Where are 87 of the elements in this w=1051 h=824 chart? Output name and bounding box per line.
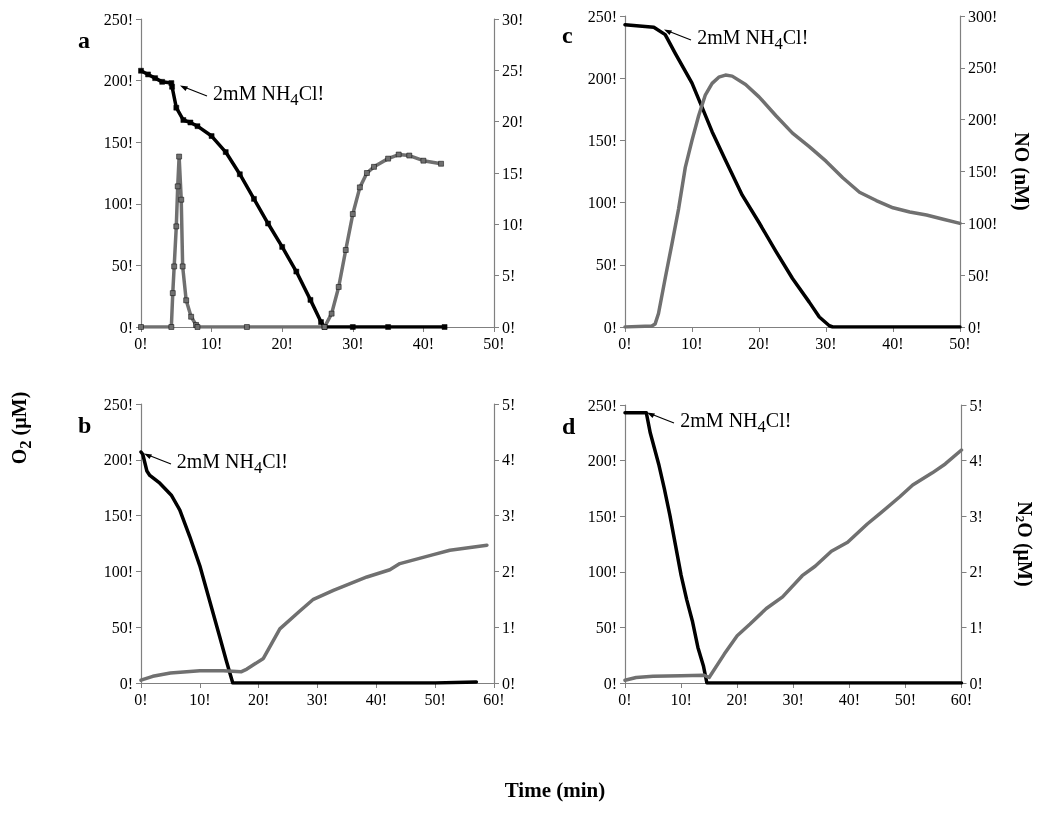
y-tick-label: 200! (103, 451, 133, 469)
y2-tick-label: 3! (969, 507, 983, 525)
x-tick-label: 10! (670, 690, 692, 708)
x-tick-label: 0! (618, 334, 632, 352)
y-tick-label: 50! (111, 256, 133, 274)
x-tick-label: 0! (618, 690, 632, 708)
y2-tick-label: 20! (502, 113, 524, 131)
y2-tick-label: 200! (968, 111, 998, 129)
y2-tick-label: 1! (969, 618, 983, 636)
y-tick-label: 50! (595, 618, 617, 636)
y2-tick-label: 15! (502, 164, 524, 182)
chart-title: c (562, 22, 573, 48)
y2-axis-title: NO (nM) (1010, 132, 1033, 211)
y-tick-label: 100! (587, 194, 617, 212)
y2-tick-label: 50! (968, 266, 990, 284)
x-tick-label: 30! (782, 690, 804, 708)
y2-tick-label: 300! (968, 7, 998, 25)
x-tick-label: 50! (894, 690, 917, 708)
y-tick-label: 250! (587, 396, 617, 414)
y-tick-label: 150! (587, 131, 617, 149)
y2-tick-label: 25! (502, 61, 524, 79)
y-tick-label: 0! (603, 674, 617, 692)
y2-tick-label: 100! (968, 214, 998, 232)
x-tick-label: 40! (838, 690, 860, 708)
x-tick-label: 50! (483, 334, 505, 352)
y-tick-label: 250! (587, 7, 617, 25)
y-tick-label: 100! (587, 563, 617, 581)
y2-tick-label: 10! (502, 215, 524, 233)
y2-tick-label: 0! (502, 674, 516, 692)
annotation: 2mM NH$_{4}$Cl! (213, 81, 325, 110)
y2-tick-label: 5! (502, 267, 516, 285)
y-tick-label: 0! (119, 318, 133, 336)
x-tick-label: 20! (726, 690, 748, 708)
x-tick-label: 40! (365, 690, 387, 708)
chart-title: d (562, 413, 576, 439)
x-tick-label: 20! (748, 334, 770, 352)
annotation: 2mM NH$_{4}$Cl! (176, 450, 288, 479)
x-tick-label: 0! (134, 690, 148, 708)
y2-tick-label: 3! (502, 507, 516, 525)
y-tick-label: 0! (119, 674, 133, 692)
y-tick-label: 250! (103, 10, 133, 28)
y-tick-label: 100! (103, 562, 133, 580)
y-tick-label: 100! (103, 195, 133, 213)
y-tick-label: 250! (103, 395, 133, 413)
x-tick-label: 10! (200, 334, 223, 352)
x-tick-label: 10! (189, 690, 211, 708)
y2-tick-label: 0! (502, 318, 516, 336)
y2-tick-label: 0! (968, 318, 982, 336)
x-tick-label: 20! (271, 334, 293, 352)
y2-tick-label: 0! (969, 674, 983, 692)
x-tick-label: 40! (882, 334, 904, 352)
y-tick-label: 150! (103, 133, 133, 151)
x-tick-label: 0! (134, 334, 148, 352)
y2-tick-label: 5! (502, 395, 516, 413)
y2-tick-label: 2! (969, 563, 983, 581)
x-tick-label: 40! (412, 334, 435, 352)
y-tick-label: 200! (587, 69, 617, 87)
x-tick-label: 50! (949, 334, 971, 352)
x-tick-label: 30! (306, 690, 329, 708)
x-tick-label: 50! (424, 690, 446, 708)
y2-tick-label: 4! (969, 452, 983, 470)
annotation: 2mM NH$_{4}$Cl! (697, 25, 809, 54)
y2-axis-title: N2O (µM) (1012, 501, 1036, 587)
y-tick-label: 0! (603, 318, 617, 336)
x-tick-label: 60! (483, 690, 505, 708)
y2-tick-label: 30! (502, 10, 524, 28)
y-tick-label: 150! (103, 507, 133, 525)
y2-tick-label: 1! (502, 618, 516, 636)
annotation: 2mM NH$_{4}$Cl! (680, 408, 792, 437)
x-tick-label: 20! (248, 690, 270, 708)
x-axis-title: Time (min) (504, 777, 606, 803)
y2-tick-label: 5! (969, 396, 983, 414)
x-tick-label: 30! (815, 334, 837, 352)
y-tick-label: 150! (587, 507, 617, 525)
y-tick-label: 200! (103, 72, 133, 90)
y-tick-label: 50! (595, 256, 617, 274)
x-tick-label: 60! (950, 690, 973, 708)
y2-tick-label: 2! (502, 562, 516, 580)
y2-tick-label: 4! (502, 451, 516, 469)
chart-title: b (78, 412, 92, 438)
y-tick-label: 50! (111, 618, 133, 636)
y-tick-label: 200! (587, 452, 617, 470)
x-tick-label: 30! (342, 334, 364, 352)
y2-tick-label: 250! (968, 59, 998, 77)
x-tick-label: 10! (681, 334, 703, 352)
y2-tick-label: 150! (968, 163, 998, 180)
chart-title: a (78, 27, 90, 53)
